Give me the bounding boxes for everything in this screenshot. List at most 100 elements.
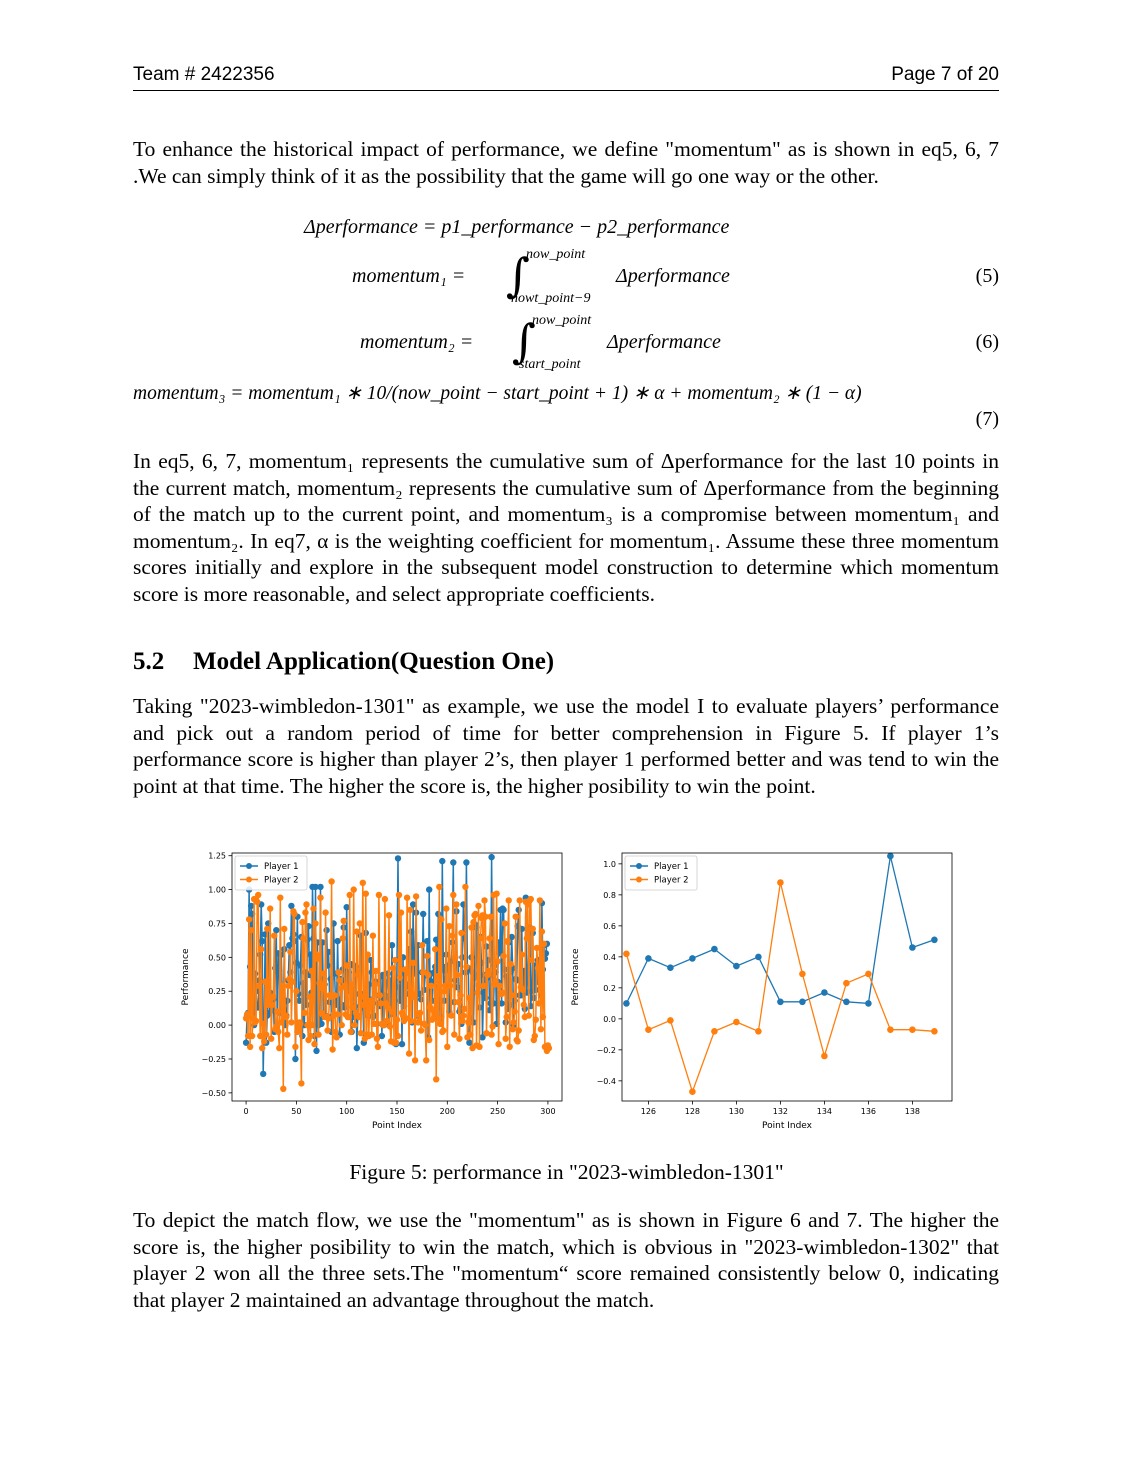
data-point-player2 [322,909,329,916]
x-tick-label: 126 [641,1107,656,1116]
data-point-player1 [412,909,420,916]
data-point-player2 [499,989,506,996]
data-point-player2 [285,982,292,989]
data-point-player1 [525,927,532,934]
data-point-player1 [843,998,850,1006]
data-point-player2 [821,1052,828,1060]
data-point-player2 [441,988,448,995]
data-point-player2 [406,906,414,914]
data-point-player1 [351,1002,358,1010]
data-point-player2 [290,908,297,915]
data-point-player1 [273,927,280,934]
data-point-player1 [417,996,425,1003]
data-point-player2 [293,988,300,995]
data-point-player1 [332,1001,339,1008]
data-point-player1 [313,1047,320,1055]
data-point-player2 [711,1028,718,1035]
data-point-player1 [537,992,545,999]
data-point-player2 [777,879,784,886]
data-point-player1 [319,939,326,946]
data-point-player2 [312,920,319,927]
data-point-player2 [352,1009,359,1017]
data-point-player2 [360,1001,367,1008]
data-point-player1 [446,1008,453,1015]
data-point-player2 [368,1031,375,1038]
data-point-player1 [246,963,254,970]
data-point-player1 [462,969,469,976]
data-point-player2 [334,1011,341,1018]
data-point-player1 [521,1005,528,1012]
data-point-player2 [353,928,360,935]
data-point-player1 [335,996,342,1003]
data-point-player2 [501,920,508,927]
data-point-player2 [245,916,253,923]
data-point-player1 [328,1028,335,1036]
data-point-player2 [453,901,460,908]
data-point-player2 [339,935,346,942]
data-point-player2 [515,1027,522,1034]
data-point-player1 [266,1009,273,1017]
legend: Player 1 Player 2 [624,855,698,891]
data-point-player1 [311,1032,318,1040]
data-point-player2 [474,989,481,996]
data-point-player2 [458,929,465,937]
data-point-player1 [394,855,402,862]
data-point-player2 [516,897,523,904]
data-point-player2 [468,924,475,931]
data-point-player2 [442,982,449,989]
data-point-player2 [323,1013,330,1021]
y-tick-label: 0.75 [208,919,226,928]
data-point-player2 [257,1032,264,1040]
data-point-player2 [510,1019,517,1026]
data-point-player1 [400,1002,408,1010]
data-point-player1 [623,1000,630,1007]
data-point-player2 [489,1023,496,1030]
data-point-player2 [308,967,315,975]
data-point-player2 [530,1036,537,1044]
data-point-player2 [347,1028,354,1036]
data-point-player1 [361,1005,368,1012]
legend-marker-player1 [636,863,642,869]
data-point-player1 [290,931,297,938]
data-point-player1 [491,962,498,969]
momentum2-rhs: Δperformance [607,331,721,353]
data-point-player2 [466,994,473,1002]
data-point-player1 [490,1000,497,1007]
data-point-player2 [463,963,470,970]
data-point-player1 [356,969,363,976]
data-point-player2 [487,913,494,920]
data-point-player2 [362,890,369,897]
data-point-player2 [508,992,515,999]
data-point-player1 [426,886,433,893]
data-point-player1 [453,908,460,915]
data-point-player2 [472,910,479,918]
data-point-player2 [471,912,478,919]
data-point-player2 [422,1021,429,1029]
data-point-player2 [336,977,343,984]
data-point-player1 [445,962,452,969]
data-point-player2 [544,1042,552,1049]
data-point-player2 [397,909,405,916]
data-point-player2 [288,1019,295,1026]
data-point-player2 [330,1011,337,1018]
data-point-player1 [474,971,481,979]
data-point-player1 [397,977,405,984]
data-point-player1 [381,992,389,999]
data-point-player1 [350,962,357,969]
data-point-player2 [799,970,806,978]
data-point-player1 [293,959,300,966]
delta-equation: Δperformance = p1_performance − p2_perfo… [304,216,730,238]
data-point-player1 [437,1020,444,1027]
data-point-player1 [375,992,383,999]
data-point-player2 [319,985,326,992]
data-point-player1 [317,883,324,891]
data-point-player1 [492,969,499,976]
data-point-player2 [493,890,500,897]
data-point-player2 [349,1004,356,1011]
data-point-player2 [377,1000,385,1007]
data-point-player1 [310,935,317,942]
data-point-player1 [312,883,319,891]
application-paragraph: Taking "2023-wimbledon-1301" as example,… [133,694,999,798]
data-point-player2 [513,1036,520,1044]
data-point-player1 [333,1000,340,1007]
